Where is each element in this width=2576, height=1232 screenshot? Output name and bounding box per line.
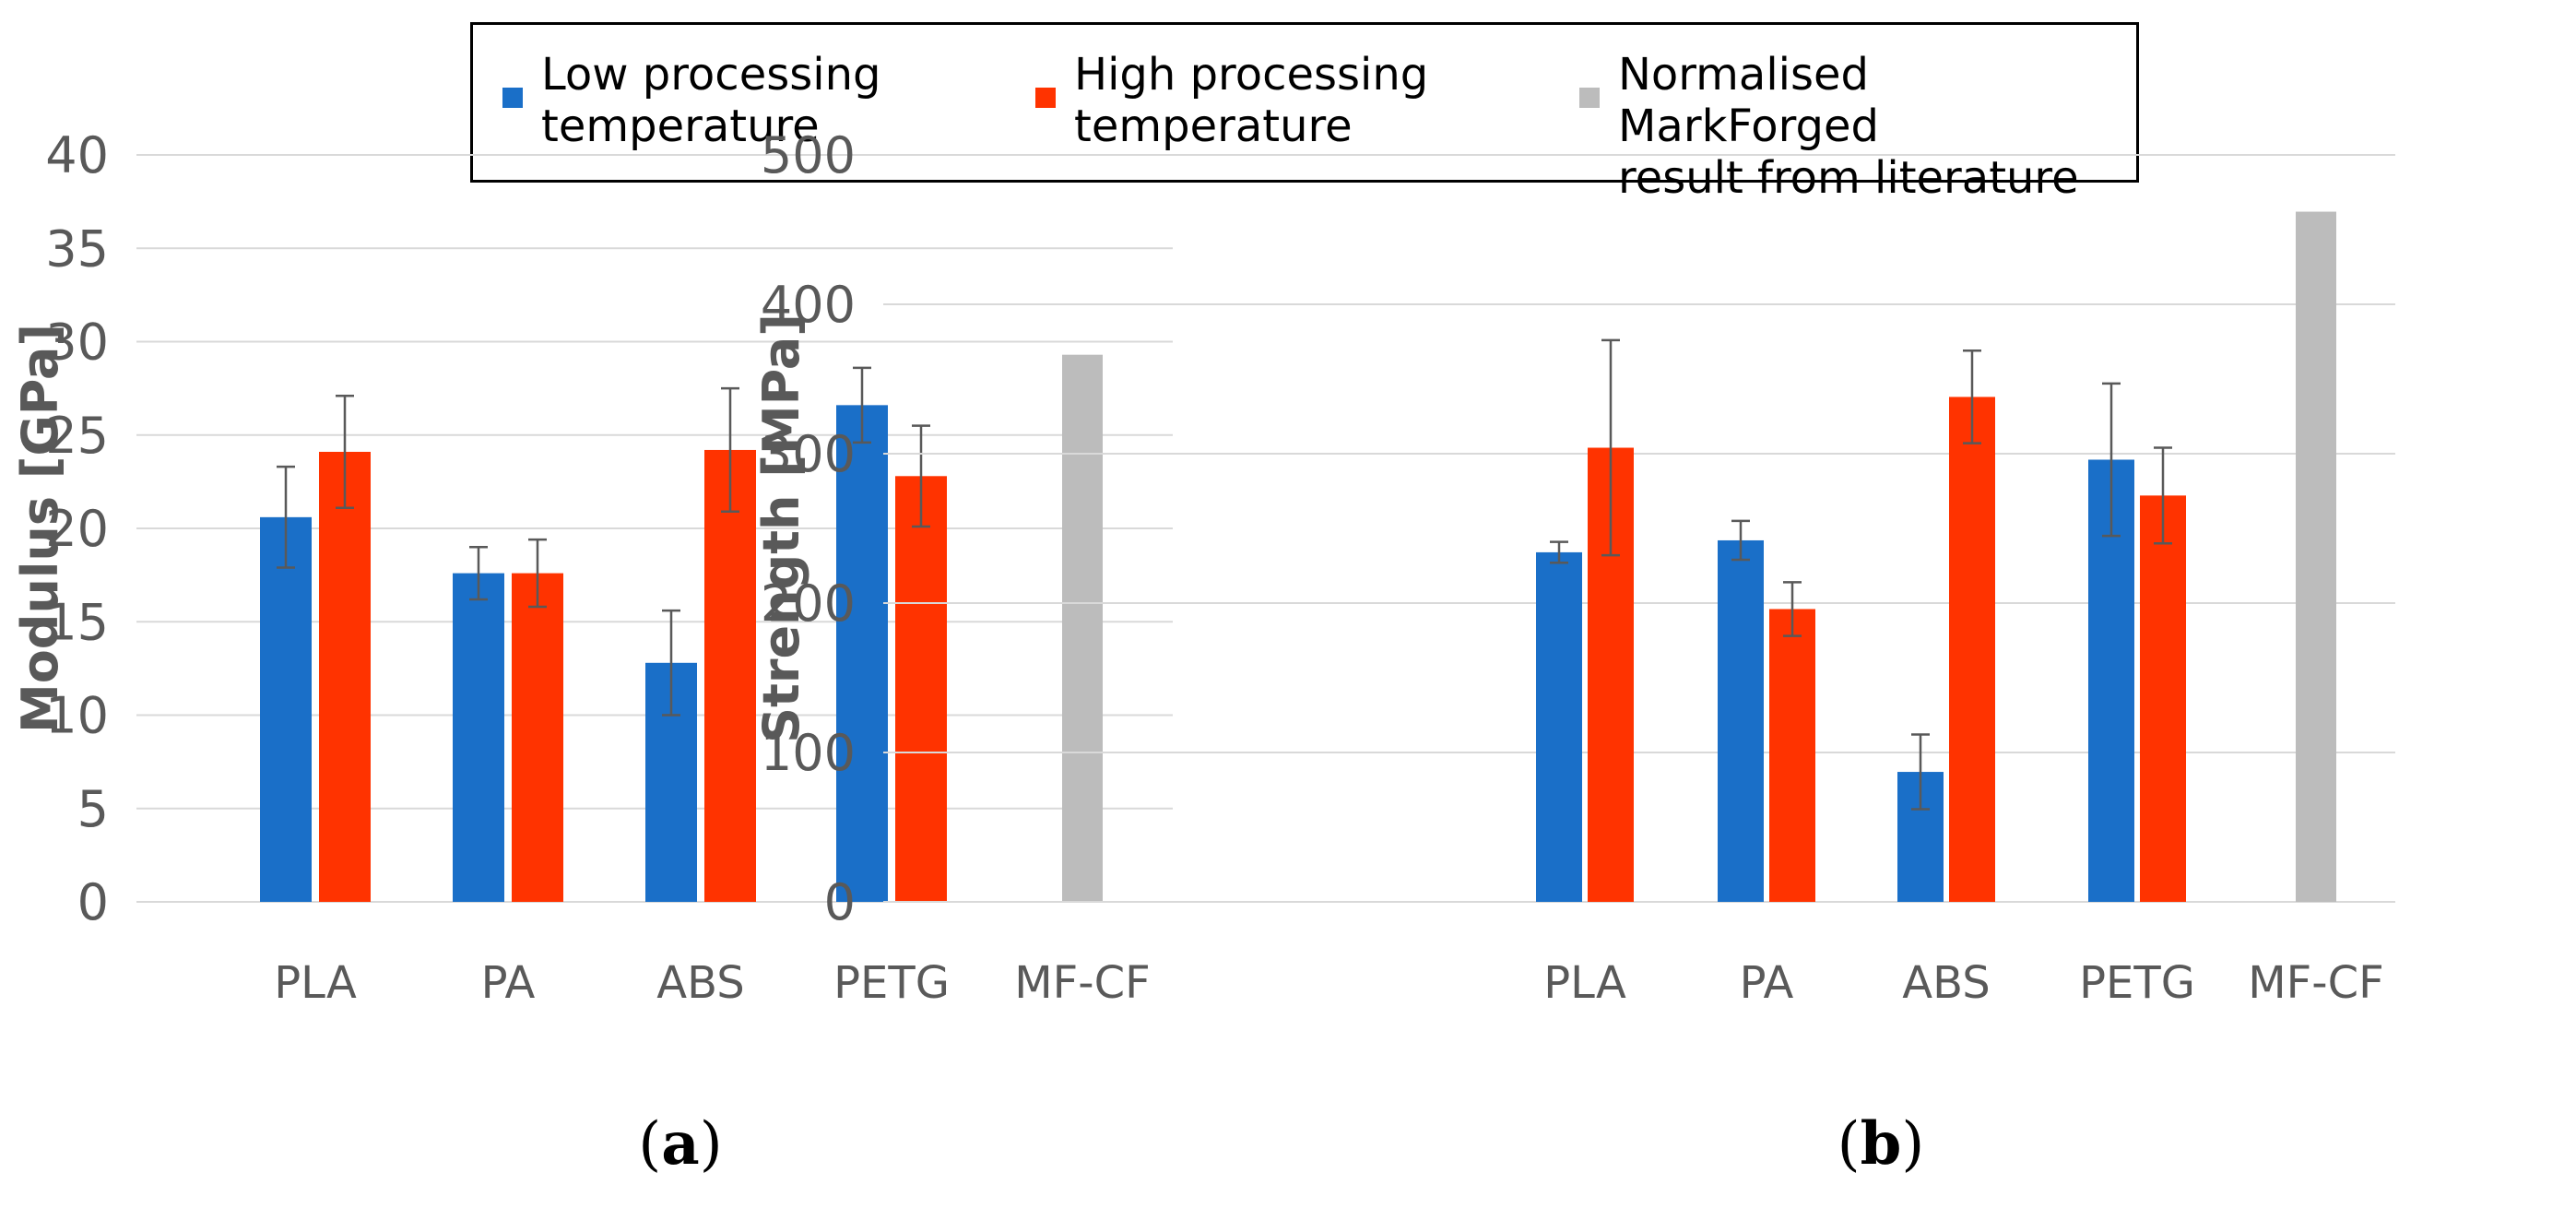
bar-literature-mf-cf bbox=[2296, 211, 2336, 902]
error-bar-high-abs bbox=[721, 386, 739, 514]
x-category-label: PA bbox=[1740, 957, 1794, 1009]
y-tick-label: 15 bbox=[45, 593, 109, 651]
y-tick-label: 0 bbox=[77, 873, 109, 931]
error-bar-low-abs bbox=[1911, 733, 1930, 811]
x-category-label: MF-CF bbox=[1014, 957, 1150, 1009]
error-bar-high-abs bbox=[1963, 349, 1981, 444]
y-tick-label: 20 bbox=[45, 500, 109, 558]
x-category-label: PLA bbox=[1543, 957, 1626, 1009]
y-axis-label: Modulus [GPa] bbox=[11, 324, 69, 733]
error-bar-low-pla bbox=[1550, 540, 1568, 564]
y-tick-label: 35 bbox=[45, 219, 109, 278]
legend-entry-literature: Normalised MarkForged result from litera… bbox=[1579, 49, 2136, 204]
x-category-label: PETG bbox=[2079, 957, 2195, 1009]
legend-swatch-literature bbox=[1579, 88, 1600, 108]
legend-entry-high: High processing temperature bbox=[1035, 49, 1428, 152]
legend-label-literature: Normalised MarkForged result from litera… bbox=[1618, 49, 2079, 204]
bar-low-pa bbox=[1718, 539, 1764, 902]
bar-low-petg bbox=[836, 405, 888, 903]
bar-low-pla bbox=[260, 516, 312, 902]
bar-high-abs bbox=[1949, 397, 1995, 902]
error-bar-low-abs bbox=[662, 609, 680, 717]
bar-high-pa bbox=[1769, 609, 1815, 902]
y-tick-label: 10 bbox=[45, 687, 109, 745]
error-bar-high-petg bbox=[912, 424, 930, 528]
legend: Low processing temperature High processi… bbox=[470, 22, 2139, 204]
legend-entry-low: Low processing temperature bbox=[502, 49, 880, 152]
y-tick-label: 200 bbox=[761, 575, 856, 633]
bar-high-petg bbox=[895, 476, 947, 902]
error-bar-low-pa bbox=[1731, 519, 1750, 562]
x-category-label: ABS bbox=[1902, 957, 1990, 1009]
x-category-label: PLA bbox=[274, 957, 357, 1009]
error-bar-high-pla bbox=[336, 394, 354, 509]
bar-high-petg bbox=[2140, 495, 2186, 902]
bar-low-pa bbox=[453, 573, 504, 902]
panel-label: (a) bbox=[638, 1109, 722, 1179]
x-category-label: PA bbox=[481, 957, 536, 1009]
x-category-label: ABS bbox=[656, 957, 744, 1009]
y-tick-label: 25 bbox=[45, 407, 109, 465]
legend-swatch-high bbox=[1035, 88, 1056, 108]
y-tick-label: 100 bbox=[761, 724, 856, 782]
bar-low-pla bbox=[1536, 551, 1582, 902]
error-bar-low-petg bbox=[853, 366, 871, 444]
error-bar-low-pla bbox=[277, 465, 295, 569]
legend-label-low: Low processing temperature bbox=[541, 49, 881, 152]
legend-label-high: High processing temperature bbox=[1074, 49, 1429, 152]
x-category-label: MF-CF bbox=[2248, 957, 2383, 1009]
chart-b: 0 100 200 300 400 500 Strength [MPa] PLA PA ABS PE… bbox=[752, 126, 2395, 1179]
x-category-label: PETG bbox=[833, 957, 950, 1009]
bar-high-abs bbox=[704, 449, 756, 902]
error-bar-high-pa bbox=[1783, 581, 1802, 637]
bar-high-pla bbox=[319, 451, 371, 902]
legend-swatch-low bbox=[502, 88, 523, 108]
y-tick-label: 40 bbox=[45, 126, 109, 184]
error-bar-high-petg bbox=[2154, 446, 2172, 545]
y-tick-label: 400 bbox=[761, 276, 856, 334]
bar-high-pa bbox=[512, 573, 563, 902]
y-axis-label: Strength [MPa] bbox=[752, 314, 810, 743]
error-bar-low-pa bbox=[469, 546, 488, 601]
panel-label: (b) bbox=[1837, 1109, 1925, 1179]
y-tick-label: 500 bbox=[761, 126, 856, 184]
y-tick-label: 0 bbox=[824, 873, 856, 931]
chart-a: 0 5 10 15 20 25 30 35 40 Modulus [GPa] PLA PA ABS PET… bbox=[11, 126, 1173, 1179]
y-tick-label: 30 bbox=[45, 314, 109, 372]
y-tick-label: 300 bbox=[761, 425, 856, 483]
y-tick-label: 5 bbox=[77, 780, 109, 838]
error-bar-low-petg bbox=[2102, 382, 2121, 538]
error-bar-high-pla bbox=[1601, 338, 1620, 557]
error-bar-high-pa bbox=[528, 538, 547, 609]
bar-literature-mf-cf bbox=[1062, 354, 1103, 902]
